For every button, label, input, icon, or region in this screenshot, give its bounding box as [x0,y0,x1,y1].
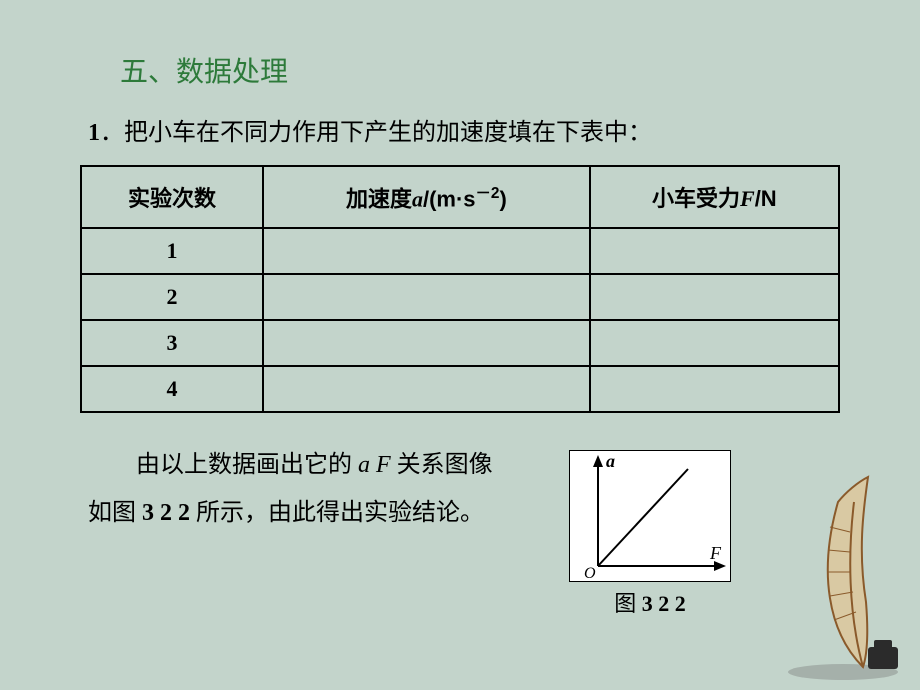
result-line-1: 由以上数据画出它的 a F 关系图像 [88,441,860,489]
intro-number: 1 [88,120,100,146]
trial-cell: 1 [81,228,263,274]
inkpot [868,647,898,669]
force-cell [590,320,839,366]
data-table: 实验次数 加速度a/(m·s－2) 小车受力F/N 1 2 3 [80,165,840,413]
force-cell [590,366,839,412]
result-a-symbol: a [358,452,370,478]
figure-box: a F O 图 3 2 2 [560,450,740,618]
result-1a: 由以上数据画出它的 [136,452,358,478]
force-cell [590,274,839,320]
accel-cell [263,228,590,274]
intro-body: ．把小车在不同力作用下产生的加速度填在下表中： [100,120,652,146]
inkpot-neck [874,640,892,650]
header-accel-unit-close: ) [499,186,506,211]
table-header-row: 实验次数 加速度a/(m·s－2) 小车受力F/N [81,166,839,228]
result-1b: 关系图像 [391,452,493,478]
table-row: 1 [81,228,839,274]
table-row: 4 [81,366,839,412]
result-text: 由以上数据画出它的 a F 关系图像 如图 3 2 2 所示，由此得出实验结论。 [88,441,860,537]
accel-cell [263,320,590,366]
feather-quill-icon [768,472,908,682]
header-accel-exponent: －2 [476,185,500,202]
header-accel-unit-open: /(m·s [423,186,476,211]
accel-cell [263,366,590,412]
header-acceleration: 加速度a/(m·s－2) [263,166,590,228]
header-force: 小车受力F/N [590,166,839,228]
header-force-unit: /N [755,186,777,211]
origin-label: O [584,565,596,582]
header-trial-number: 实验次数 [81,166,263,228]
accel-cell [263,274,590,320]
intro-text: 1．把小车在不同力作用下产生的加速度填在下表中： [88,112,860,147]
result-2a: 如图 [88,500,142,526]
figure-caption-num: 3 2 2 [642,591,686,616]
table-row: 3 [81,320,839,366]
header-accel-symbol: a [412,186,423,211]
trial-cell: 3 [81,320,263,366]
figure-caption-pre: 图 [614,591,642,616]
result-F-symbol: F [376,452,391,478]
trial-cell: 2 [81,274,263,320]
x-axis-label: F [709,543,722,563]
result-2b: 所示，由此得出实验结论。 [190,500,484,526]
graph-bg [570,451,730,581]
result-fig-number: 3 2 2 [142,500,190,526]
header-force-label: 小车受力 [652,186,740,211]
result-line-2: 如图 3 2 2 所示，由此得出实验结论。 [88,489,860,537]
af-graph: a F O [569,450,731,582]
header-accel-label: 加速度 [346,186,412,211]
table-row: 2 [81,274,839,320]
figure-caption: 图 3 2 2 [560,586,740,618]
force-cell [590,228,839,274]
section-title: 五、数据处理 [120,50,860,90]
y-axis-label: a [606,451,615,471]
header-force-symbol: F [740,186,755,211]
trial-cell: 4 [81,366,263,412]
